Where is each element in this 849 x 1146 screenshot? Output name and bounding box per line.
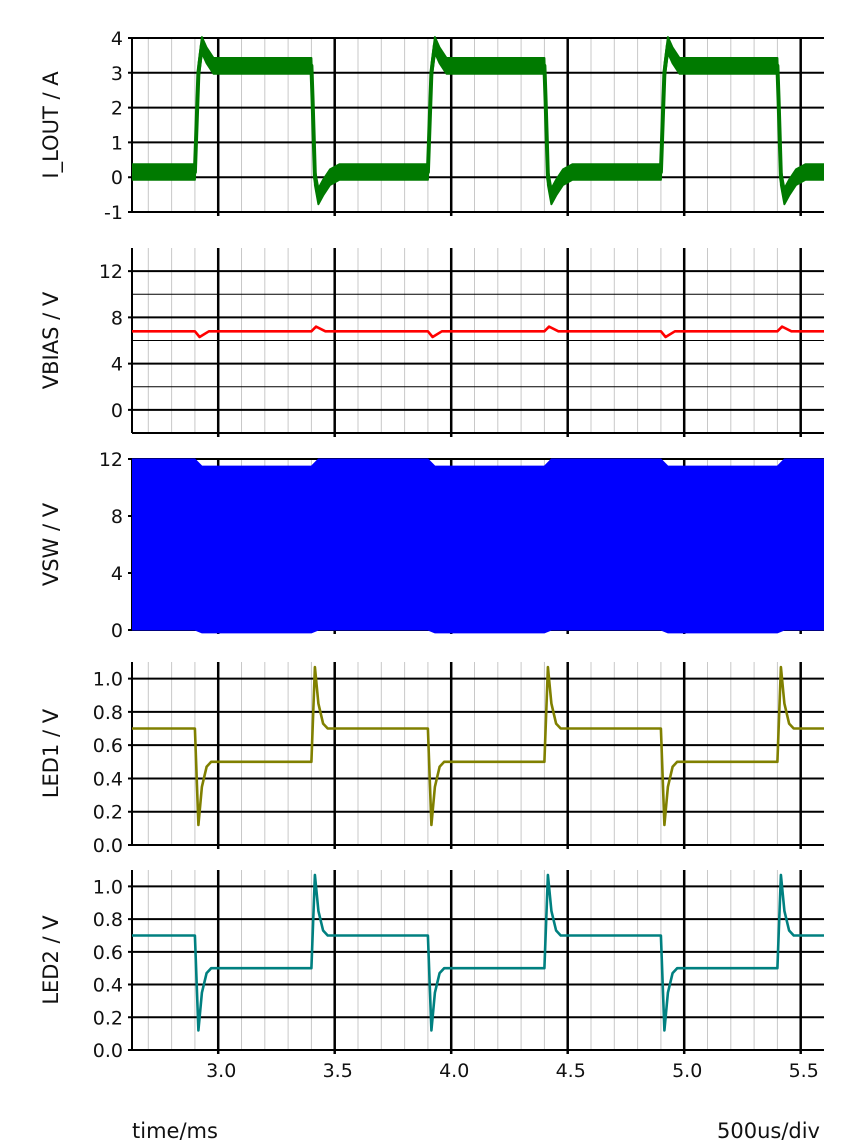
series-vsw-area: [132, 458, 824, 634]
y-tick-label: -1: [104, 202, 123, 224]
y-tick-label: 8: [111, 307, 123, 329]
y-tick-label: 8: [111, 506, 123, 528]
y-tick-label: 3: [111, 63, 123, 85]
panel-vbias: 0 4 8 12 VBIAS / V: [39, 248, 824, 437]
panel-led1: 0.0 0.2 0.4 0.6 0.8 1.0 LED1 / V: [39, 662, 824, 857]
y-tick-label: 1: [111, 132, 123, 154]
y-axis-label: LED1 / V: [39, 708, 63, 798]
y-tick-label: 12: [99, 449, 123, 471]
x-axis-label: time/ms: [132, 1119, 218, 1143]
y-axis-label: I_LOUT / A: [39, 71, 64, 179]
x-tick-label: 5.0: [672, 1060, 702, 1082]
y-axis-label: VSW / V: [39, 502, 63, 586]
timebase-label: 500us/div: [717, 1119, 820, 1143]
panel-i_lout: -1 0 1 2 3 4 I_LOUT / A: [39, 28, 824, 224]
x-tick-label: 4.5: [556, 1060, 586, 1082]
y-tick-label: 0: [111, 620, 123, 642]
y-tick-label: 0: [111, 167, 123, 189]
series-led2-line: [132, 873, 824, 1032]
y-tick-label: 0.2: [93, 1007, 123, 1029]
x-tick-label: 5.5: [789, 1060, 819, 1082]
y-tick-label: 0.2: [93, 802, 123, 824]
panel-led2: 0.0 0.2 0.4 0.6 0.8 1.0 LED2 / V 3.0 3.5 4.0 4.5 5.…: [39, 870, 824, 1082]
x-tick-label: 4.0: [439, 1060, 469, 1082]
series-vbias-line: [132, 325, 824, 339]
x-tick-label: 3.5: [323, 1060, 353, 1082]
series-i_lout-line: [132, 43, 824, 199]
y-axis-label: VBIAS / V: [39, 291, 63, 389]
y-tick-label: 4: [111, 563, 123, 585]
x-tick-label: 3.0: [206, 1060, 236, 1082]
y-tick-label: 1.0: [93, 876, 123, 898]
y-tick-label: 2: [111, 98, 123, 120]
series-i_lout-ripple: [132, 36, 824, 206]
y-tick-label: 12: [99, 261, 123, 283]
y-tick-label: 0.6: [93, 942, 123, 964]
y-tick-label: 0.4: [93, 768, 123, 790]
y-tick-label: 0.8: [93, 909, 123, 931]
y-tick-label: 0.4: [93, 975, 123, 997]
y-tick-label: 4: [111, 354, 123, 376]
y-tick-label: 0.0: [93, 835, 123, 857]
panel-vsw: 0 4 8 12 VSW / V: [39, 449, 824, 642]
y-tick-label: 0.0: [93, 1040, 123, 1062]
y-tick-label: 0.8: [93, 702, 123, 724]
y-tick-label: 0.6: [93, 735, 123, 757]
series-led1-line: [132, 665, 824, 827]
y-tick-label: 1.0: [93, 669, 123, 691]
y-tick-label: 0: [111, 400, 123, 422]
y-tick-label: 4: [111, 28, 123, 50]
y-axis-label: LED2 / V: [39, 915, 63, 1005]
